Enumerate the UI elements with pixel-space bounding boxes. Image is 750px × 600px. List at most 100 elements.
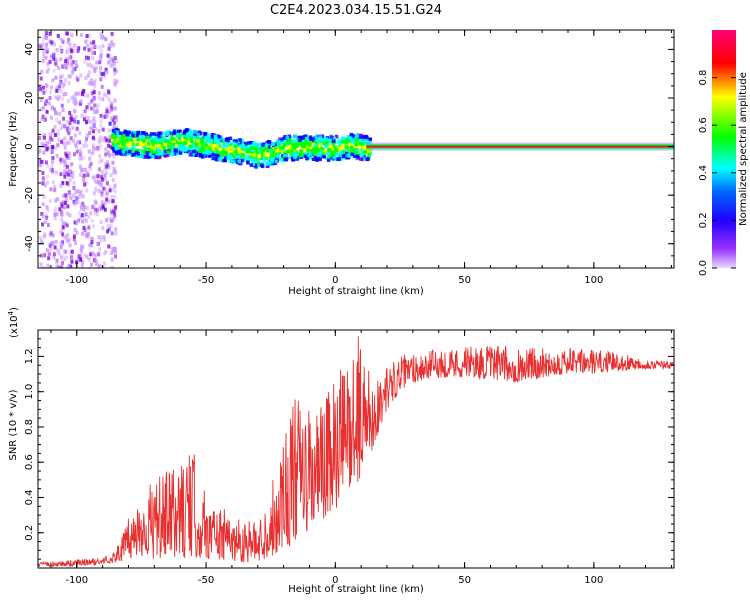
- spectrogram-cell: [277, 143, 281, 147]
- spectrogram-cell: [314, 134, 318, 139]
- spectrogram-cell: [119, 152, 124, 156]
- spectrogram-cell: [70, 96, 74, 101]
- spectrogram-ytick-label: -40: [24, 236, 35, 252]
- spectrogram-cell: [81, 231, 85, 236]
- spectrogram-cell: [56, 143, 60, 148]
- spectrogram-cell: [92, 258, 96, 263]
- spectrogram-cell: [49, 115, 53, 120]
- spectrogram-cell: [77, 210, 81, 215]
- spectrogram-cell: [354, 142, 358, 147]
- spectrogram-cell: [67, 156, 71, 161]
- spectrogram-cell: [69, 49, 73, 54]
- spectrogram-cell: [124, 147, 129, 151]
- snr-series-line: [38, 336, 674, 568]
- spectrogram-cell: [64, 200, 68, 205]
- spectrogram-cell: [86, 73, 90, 78]
- spectrogram-cell: [79, 99, 83, 104]
- spectrogram-cell: [75, 64, 79, 69]
- spectrogram-cell: [55, 212, 59, 217]
- spectrogram-cell: [192, 149, 196, 153]
- spectrogram-cell: [234, 142, 238, 147]
- spectrogram-cell: [234, 144, 238, 149]
- spectrogram-cell: [216, 140, 221, 145]
- spectrogram-cell: [221, 147, 226, 151]
- spectrogram-cell: [231, 147, 235, 151]
- spectrogram-cell: [318, 157, 322, 162]
- spectrogram-cell: [145, 151, 149, 155]
- spectrogram-cell: [89, 161, 93, 166]
- spectrogram-cell: [41, 58, 45, 63]
- spectrogram-cell: [198, 153, 203, 157]
- spectrogram-cell: [51, 78, 55, 83]
- spectrogram-cell: [112, 124, 116, 129]
- spectrogram-cell: [52, 68, 56, 73]
- spectrogram-cell: [107, 97, 111, 102]
- spectrogram-cell: [313, 155, 318, 160]
- spectrogram-cell: [64, 151, 68, 156]
- spectrogram-cell: [92, 81, 96, 86]
- spectrogram-cell: [97, 147, 101, 152]
- spectrogram-cell: [351, 148, 355, 153]
- spectrogram-cell: [147, 145, 151, 150]
- spectrogram-cell: [228, 143, 233, 147]
- spectrogram-cell: [269, 146, 273, 151]
- spectrogram-cell: [87, 225, 91, 230]
- spectrogram-cell: [110, 195, 114, 200]
- spectrogram-cell: [54, 62, 58, 67]
- spectrogram-cell: [161, 139, 166, 144]
- spectrogram-cell: [64, 91, 68, 96]
- spectrogram-cell: [114, 115, 118, 120]
- spectrogram-cell: [368, 137, 373, 141]
- spectrogram-cell: [60, 255, 64, 260]
- spectrogram-cell: [177, 136, 182, 140]
- spectrogram-cell: [151, 154, 155, 159]
- spectrogram-cell: [367, 152, 371, 157]
- spectrogram-cell: [299, 149, 303, 153]
- spectrogram-cell: [283, 157, 287, 161]
- spectrogram-cell: [174, 141, 178, 145]
- spectrogram-cell: [184, 133, 189, 137]
- spectrogram-cell: [89, 126, 93, 131]
- spectrogram-cell: [70, 256, 74, 261]
- spectrogram-cell: [344, 155, 348, 160]
- spectrogram-cell: [84, 212, 88, 217]
- spectrogram-cell: [53, 107, 57, 112]
- spectrogram-ytick-label: 20: [24, 92, 35, 105]
- spectrogram-cell: [97, 129, 101, 134]
- spectrogram-cell: [337, 157, 341, 161]
- spectrogram-cell: [214, 136, 218, 141]
- spectrogram-cell: [40, 117, 44, 122]
- snr-multiplier-base: (x10: [9, 315, 20, 338]
- spectrogram-cell: [88, 156, 92, 161]
- spectrogram-cell: [83, 253, 87, 258]
- spectrogram-cell: [336, 140, 341, 144]
- spectrogram-cell: [174, 143, 179, 148]
- spectrogram-cell: [331, 152, 335, 156]
- spectrogram-cell: [65, 126, 69, 131]
- spectrogram-cell: [323, 149, 327, 153]
- spectrogram-cell: [59, 265, 63, 268]
- spectrogram-cell: [306, 148, 310, 152]
- spectrogram-cell: [63, 174, 67, 179]
- spectrogram-cell: [136, 137, 141, 142]
- spectrogram-cell: [162, 151, 166, 155]
- spectrogram-cell: [49, 90, 53, 95]
- spectrogram-cell: [347, 154, 351, 158]
- spectrogram-cell: [99, 77, 103, 82]
- spectrogram-cell: [69, 173, 73, 178]
- spectrogram-cell: [106, 223, 110, 228]
- spectrogram-cell: [366, 147, 370, 151]
- spectrogram-cell: [74, 190, 78, 195]
- spectrogram-cell: [110, 107, 114, 112]
- snr-multiplier-exponent: 4: [7, 310, 15, 315]
- spectrogram-cell: [107, 128, 111, 133]
- spectrogram-cell: [112, 58, 116, 63]
- spectrogram-cell: [97, 167, 101, 172]
- spectrogram-cell: [241, 143, 245, 148]
- spectrogram-cell: [102, 234, 106, 239]
- spectrogram-cell: [221, 151, 226, 156]
- spectrogram-cell: [295, 157, 300, 161]
- spectrogram-cell: [178, 151, 183, 155]
- spectrogram-cell: [74, 144, 78, 149]
- spectrogram-cell: [91, 251, 95, 256]
